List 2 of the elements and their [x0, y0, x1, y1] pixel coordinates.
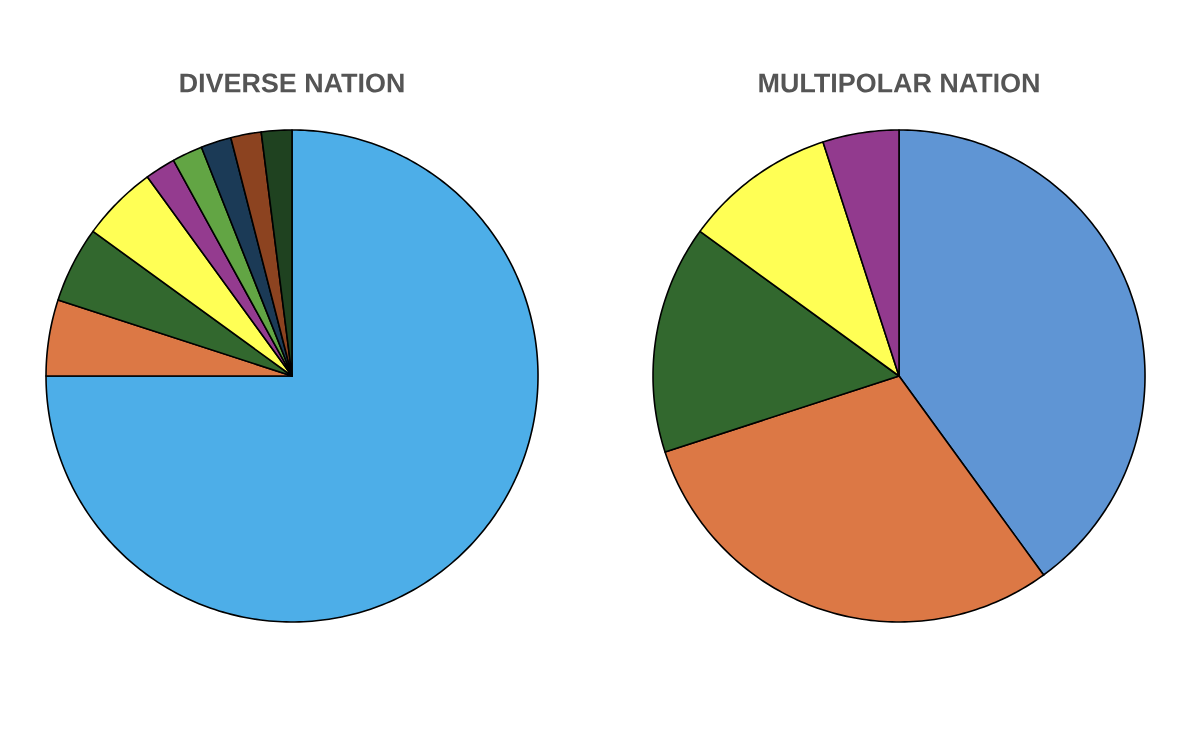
- chart-title: MULTIPOLAR NATION: [759, 73, 1039, 93]
- chart-title: DIVERSE NATION: [180, 73, 404, 93]
